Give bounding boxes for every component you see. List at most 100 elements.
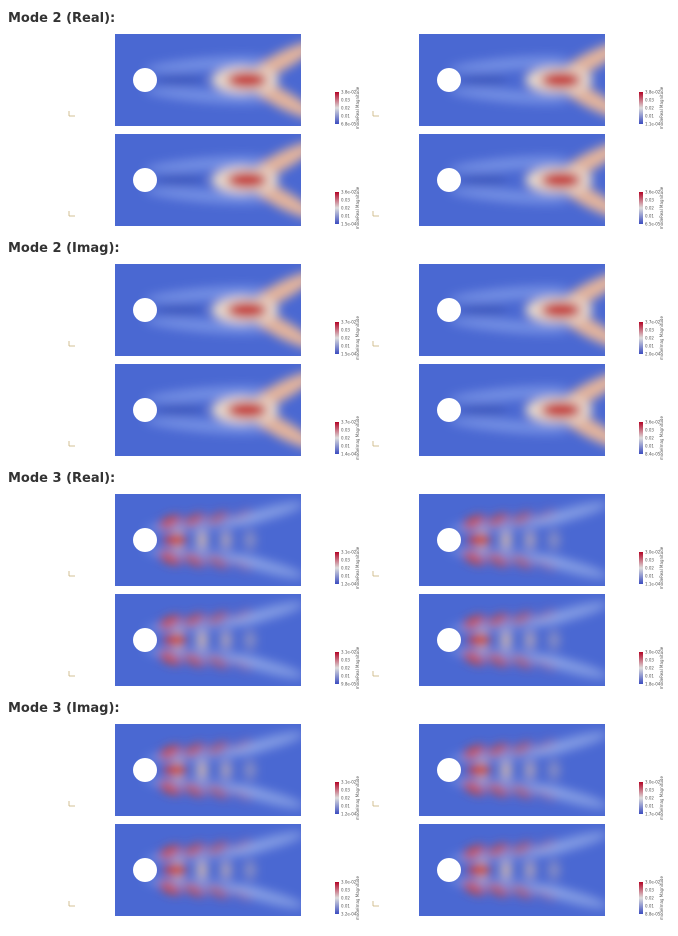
- colorbar-title: modeImag Magnitude: [355, 776, 360, 820]
- axes-icon: [68, 211, 75, 217]
- colorbar-label: 0.02: [341, 566, 350, 571]
- colorbar-label: 0.01: [341, 344, 350, 349]
- colorbar-title: modeReal Magnitude: [659, 86, 664, 129]
- colorbar-label: 0.02: [341, 436, 350, 441]
- colorbar-label: 0.02: [645, 206, 654, 211]
- flow-panel: [419, 494, 605, 586]
- cylinder: [437, 168, 461, 192]
- colorbar-label: 1.2e-04: [341, 812, 357, 817]
- colorbar-label: 3.6e-02: [645, 190, 661, 195]
- colorbar-label: 1.5e-04: [341, 352, 357, 357]
- colorbar-label: 0.02: [341, 206, 350, 211]
- colorbar-label: 0.01: [645, 114, 654, 119]
- colorbar-title: modeImag Magnitude: [659, 876, 664, 920]
- colorbar-label: 0.02: [341, 896, 350, 901]
- colorbar: [639, 652, 643, 684]
- colorbar-label: 0.01: [645, 574, 654, 579]
- colorbar: [639, 882, 643, 914]
- flow-panel: [115, 824, 301, 916]
- colorbar-label: 0.03: [645, 198, 654, 203]
- axes-icon: [372, 441, 379, 447]
- colorbar-label: 3.0e-02: [645, 780, 661, 785]
- colorbar-label: 3.0e-02: [341, 880, 357, 885]
- cylinder: [133, 858, 157, 882]
- colorbar-label: 6.8e-05: [341, 122, 357, 127]
- colorbar-label: 0.02: [645, 796, 654, 801]
- section-heading: Mode 3 (Imag):: [8, 701, 120, 716]
- colorbar-label: 0.02: [645, 436, 654, 441]
- flow-panel: [115, 134, 301, 226]
- cylinder: [437, 858, 461, 882]
- axes-icon: [372, 671, 379, 677]
- colorbar-label: 1.5e-04: [341, 222, 357, 227]
- colorbar-label: 0.01: [341, 804, 350, 809]
- colorbar: [335, 422, 339, 454]
- colorbar-label: 0.03: [645, 788, 654, 793]
- colorbar-label: 0.03: [341, 428, 350, 433]
- cylinder: [133, 758, 157, 782]
- colorbar-label: 9.8e-05: [341, 682, 357, 687]
- colorbar: [639, 782, 643, 814]
- colorbar-label: 0.03: [645, 658, 654, 663]
- colorbar: [335, 322, 339, 354]
- flow-panel: [419, 364, 605, 456]
- colorbar-title: modeImag Magnitude: [355, 416, 360, 460]
- colorbar-label: 0.01: [341, 904, 350, 909]
- colorbar-label: 0.02: [645, 566, 654, 571]
- flow-panel: [419, 34, 605, 126]
- cylinder: [133, 168, 157, 192]
- colorbar-label: 0.03: [645, 428, 654, 433]
- flow-panel: [115, 494, 301, 586]
- flow-panel: [419, 724, 605, 816]
- colorbar-label: 0.02: [341, 666, 350, 671]
- colorbar: [335, 782, 339, 814]
- colorbar-label: 0.03: [645, 558, 654, 563]
- colorbar-label: 1.1e-04: [645, 122, 661, 127]
- colorbar-label: 0.03: [341, 98, 350, 103]
- colorbar-label: 0.01: [645, 444, 654, 449]
- colorbar-title: modeReal Magnitude: [355, 546, 360, 589]
- axes-icon: [68, 671, 75, 677]
- colorbar: [639, 322, 643, 354]
- colorbar: [335, 882, 339, 914]
- axes-icon: [68, 441, 75, 447]
- colorbar: [639, 92, 643, 124]
- colorbar: [335, 652, 339, 684]
- colorbar-label: 3.1e-02: [341, 650, 357, 655]
- colorbar-label: 0.02: [645, 106, 654, 111]
- colorbar-label: 3.0e-02: [645, 880, 661, 885]
- colorbar-label: 3.6e-02: [645, 420, 661, 425]
- colorbar-label: 0.02: [341, 106, 350, 111]
- colorbar-label: 0.01: [645, 674, 654, 679]
- axes-icon: [372, 901, 379, 907]
- colorbar-label: 0.03: [645, 98, 654, 103]
- flow-panel: [115, 264, 301, 356]
- cylinder: [437, 528, 461, 552]
- colorbar-label: 0.02: [645, 896, 654, 901]
- colorbar-label: 0.01: [341, 444, 350, 449]
- axes-icon: [372, 341, 379, 347]
- colorbar-label: 1.8e-04: [645, 682, 661, 687]
- colorbar-label: 2.0e-04: [645, 352, 661, 357]
- cylinder: [437, 298, 461, 322]
- colorbar-label: 1.7e-04: [645, 812, 661, 817]
- cylinder: [133, 68, 157, 92]
- colorbar-title: modeImag Magnitude: [659, 316, 664, 360]
- colorbar-label: 3.6e-02: [341, 190, 357, 195]
- flow-panel: [419, 824, 605, 916]
- colorbar-label: 0.01: [645, 214, 654, 219]
- colorbar-label: 3.7e-02: [341, 320, 357, 325]
- colorbar-label: 0.03: [341, 788, 350, 793]
- section-heading: Mode 2 (Imag):: [8, 241, 120, 256]
- colorbar-label: 0.02: [341, 796, 350, 801]
- colorbar-title: modeReal Magnitude: [659, 186, 664, 229]
- colorbar-label: 0.03: [645, 328, 654, 333]
- colorbar-label: 3.8e-02: [645, 90, 661, 95]
- colorbar-label: 0.01: [645, 804, 654, 809]
- colorbar: [639, 422, 643, 454]
- colorbar-label: 0.03: [341, 198, 350, 203]
- cylinder: [133, 628, 157, 652]
- colorbar-label: 3.0e-02: [645, 550, 661, 555]
- colorbar: [639, 552, 643, 584]
